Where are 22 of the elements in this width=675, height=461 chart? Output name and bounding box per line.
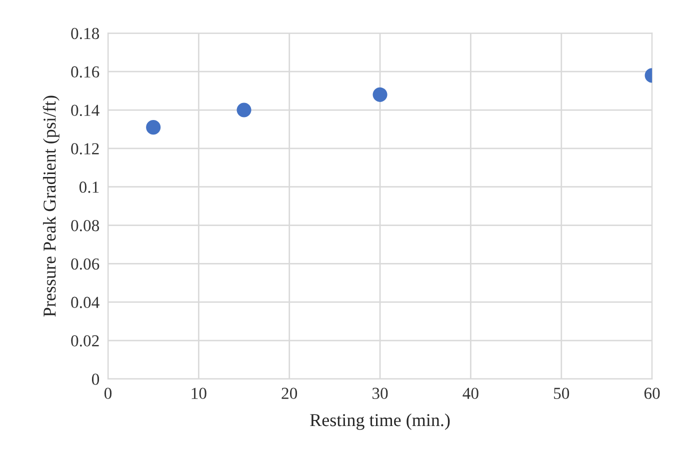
y-tick-label: 0.1	[79, 182, 99, 193]
y-tick-label: 0	[92, 374, 100, 385]
point	[146, 120, 161, 135]
point	[372, 87, 388, 102]
x-tick-label: 50	[554, 388, 570, 400]
x-axis-title: Resting time (min.)	[310, 414, 450, 430]
y-tick-label: 0.02	[71, 335, 99, 347]
y-tick-label: 0.14	[71, 104, 100, 116]
y-tick-label: 0.08	[71, 220, 100, 232]
x-tick-label: 60	[644, 388, 660, 400]
y-axis-title: Pressure Peak Gradient (psi/ft)	[42, 96, 60, 317]
y-tick-label: 0.04	[71, 296, 100, 308]
y-tick-label: 0.06	[71, 258, 100, 270]
point	[236, 102, 252, 118]
y-tick-label: 0.16	[71, 66, 100, 78]
x-tick-label: 10	[192, 388, 206, 400]
x-tick-label: 0	[104, 388, 112, 400]
x-tick-label: 20	[282, 388, 298, 400]
x-tick-label: 40	[462, 388, 478, 400]
x-tick-label: 30	[372, 388, 388, 400]
y-tick-label: 0.12	[71, 143, 99, 154]
y-tick-label: 0.18	[71, 28, 100, 40]
